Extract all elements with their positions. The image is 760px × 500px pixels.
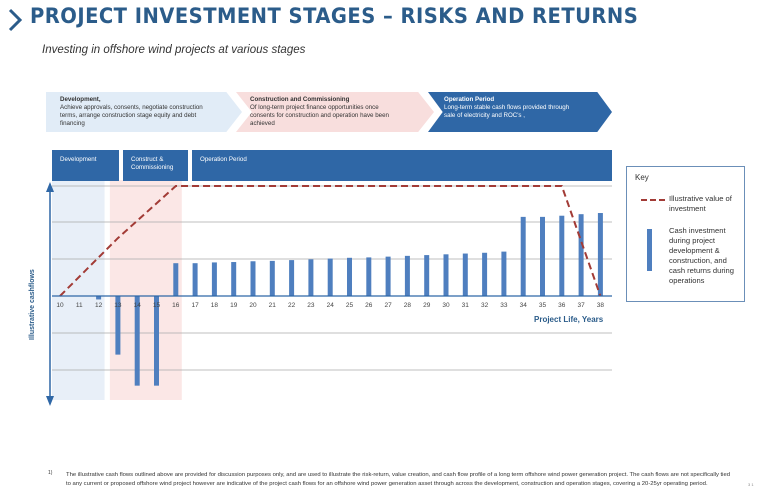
- phase-bar-development: Development: [52, 150, 119, 181]
- chart-legend: Key Illustrative value of investment Cas…: [626, 166, 745, 302]
- stage-heading: Development,: [60, 96, 101, 103]
- legend-line-label: Illustrative value of investment: [669, 194, 732, 213]
- stage-shading: [52, 180, 105, 400]
- y-axis-label: Illustrative cashflows: [29, 269, 36, 340]
- x-tick-label: 37: [577, 302, 585, 309]
- x-tick-label: 30: [442, 302, 450, 309]
- x-tick-label: 28: [404, 302, 412, 309]
- legend-bar-label: Cash investment during project developme…: [669, 226, 735, 285]
- x-tick-label: 13: [114, 302, 122, 309]
- bar: [443, 254, 449, 296]
- bar: [154, 296, 159, 386]
- bar: [424, 255, 430, 296]
- bar: [347, 257, 352, 296]
- page-title: PROJECT INVESTMENT STAGES – RISKS AND RE…: [30, 4, 639, 28]
- stage-heading: Construction and Commissioning: [250, 96, 350, 103]
- page-number: 3 1: [748, 482, 754, 487]
- page-subtitle: Investing in offshore wind projects at v…: [42, 44, 306, 56]
- x-tick-label: 27: [384, 302, 392, 309]
- footnote: The illustrative cash flows outlined abo…: [66, 472, 731, 487]
- bar: [289, 260, 295, 296]
- bar: [231, 262, 237, 296]
- bar: [173, 263, 179, 296]
- x-tick-label: 12: [95, 302, 103, 309]
- stage-arrow-operation: Operation Period Long-term stable cash f…: [428, 92, 612, 132]
- y-axis-arrow-down: [46, 396, 54, 406]
- legend-bar-swatch: [647, 229, 652, 271]
- bar: [597, 213, 603, 296]
- bar: [250, 261, 256, 296]
- bar: [211, 262, 217, 296]
- legend-dashed-line-swatch: [641, 199, 665, 201]
- stage-text: Achieve approvals, consents, negotiate c…: [60, 104, 203, 127]
- y-axis-arrow-up: [46, 182, 54, 192]
- bar: [385, 256, 391, 296]
- bar: [192, 263, 198, 296]
- bar: [501, 251, 507, 296]
- investment-value-line: [59, 185, 602, 297]
- x-tick-label: 26: [365, 302, 373, 309]
- x-tick-label: 18: [211, 302, 219, 309]
- bar: [308, 259, 314, 296]
- x-tick-label: 29: [423, 302, 431, 309]
- bar: [462, 253, 468, 296]
- bar: [578, 214, 584, 296]
- x-tick-label: 25: [346, 302, 354, 309]
- x-tick-label: 31: [462, 302, 470, 309]
- bar: [134, 296, 140, 386]
- stage-arrow-construction: Construction and Commissioning Of long-t…: [236, 92, 434, 132]
- x-tick-label: 33: [500, 302, 508, 309]
- x-tick-label: 16: [172, 302, 180, 309]
- x-tick-label: 35: [539, 302, 547, 309]
- bar: [269, 260, 275, 296]
- bar: [482, 252, 488, 296]
- phase-bar-operation: Operation Period: [192, 150, 612, 181]
- x-tick-label: 24: [327, 302, 335, 309]
- x-tick-label: 22: [288, 302, 296, 309]
- stage-text: Of long-term project finance opportuniti…: [250, 104, 389, 127]
- x-tick-label: 34: [520, 302, 528, 309]
- bar: [96, 296, 102, 300]
- x-tick-label: 21: [269, 302, 277, 309]
- stage-arrow-development: Development, Achieve approvals, consents…: [46, 92, 242, 132]
- phase-bar-construct: Construct & Commissioning: [123, 150, 188, 181]
- stage-text: Long-term stable cash flows provided thr…: [444, 104, 570, 119]
- footnote-marker: 1): [48, 470, 53, 476]
- x-tick-label: 14: [134, 302, 142, 309]
- x-tick-label: 20: [249, 302, 257, 309]
- legend-title: Key: [635, 173, 649, 182]
- x-tick-label: 32: [481, 302, 489, 309]
- bar: [366, 257, 372, 296]
- x-tick-label: 10: [56, 302, 64, 309]
- bar: [520, 216, 526, 296]
- bar: [404, 255, 410, 296]
- x-tick-label: 36: [558, 302, 566, 309]
- x-tick-label: 15: [153, 302, 161, 309]
- chevron-right-icon: [8, 8, 23, 32]
- bar: [540, 216, 545, 296]
- bar: [115, 296, 121, 355]
- x-axis-label: Project Life, Years: [534, 315, 604, 324]
- stage-heading: Operation Period: [444, 96, 495, 103]
- x-tick-label: 11: [76, 302, 83, 309]
- bar: [559, 215, 565, 296]
- x-tick-label: 17: [191, 302, 199, 309]
- x-tick-label: 19: [230, 302, 238, 309]
- x-tick-label: 38: [597, 302, 605, 309]
- x-tick-label: 23: [307, 302, 315, 309]
- bar: [327, 258, 333, 296]
- stage-shading: [109, 180, 182, 400]
